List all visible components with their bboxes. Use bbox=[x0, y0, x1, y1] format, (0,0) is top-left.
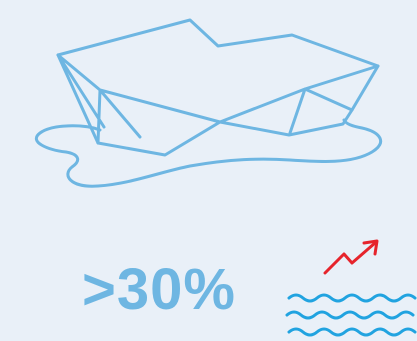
iceberg-facet-lines bbox=[56, 53, 380, 145]
iceberg-outline bbox=[56, 18, 380, 157]
meltwater-puddle bbox=[34, 118, 383, 188]
stat-value: >30% bbox=[82, 257, 236, 322]
sea-level-waves-icon bbox=[285, 293, 417, 337]
rising-trend-arrow-icon bbox=[285, 239, 417, 337]
